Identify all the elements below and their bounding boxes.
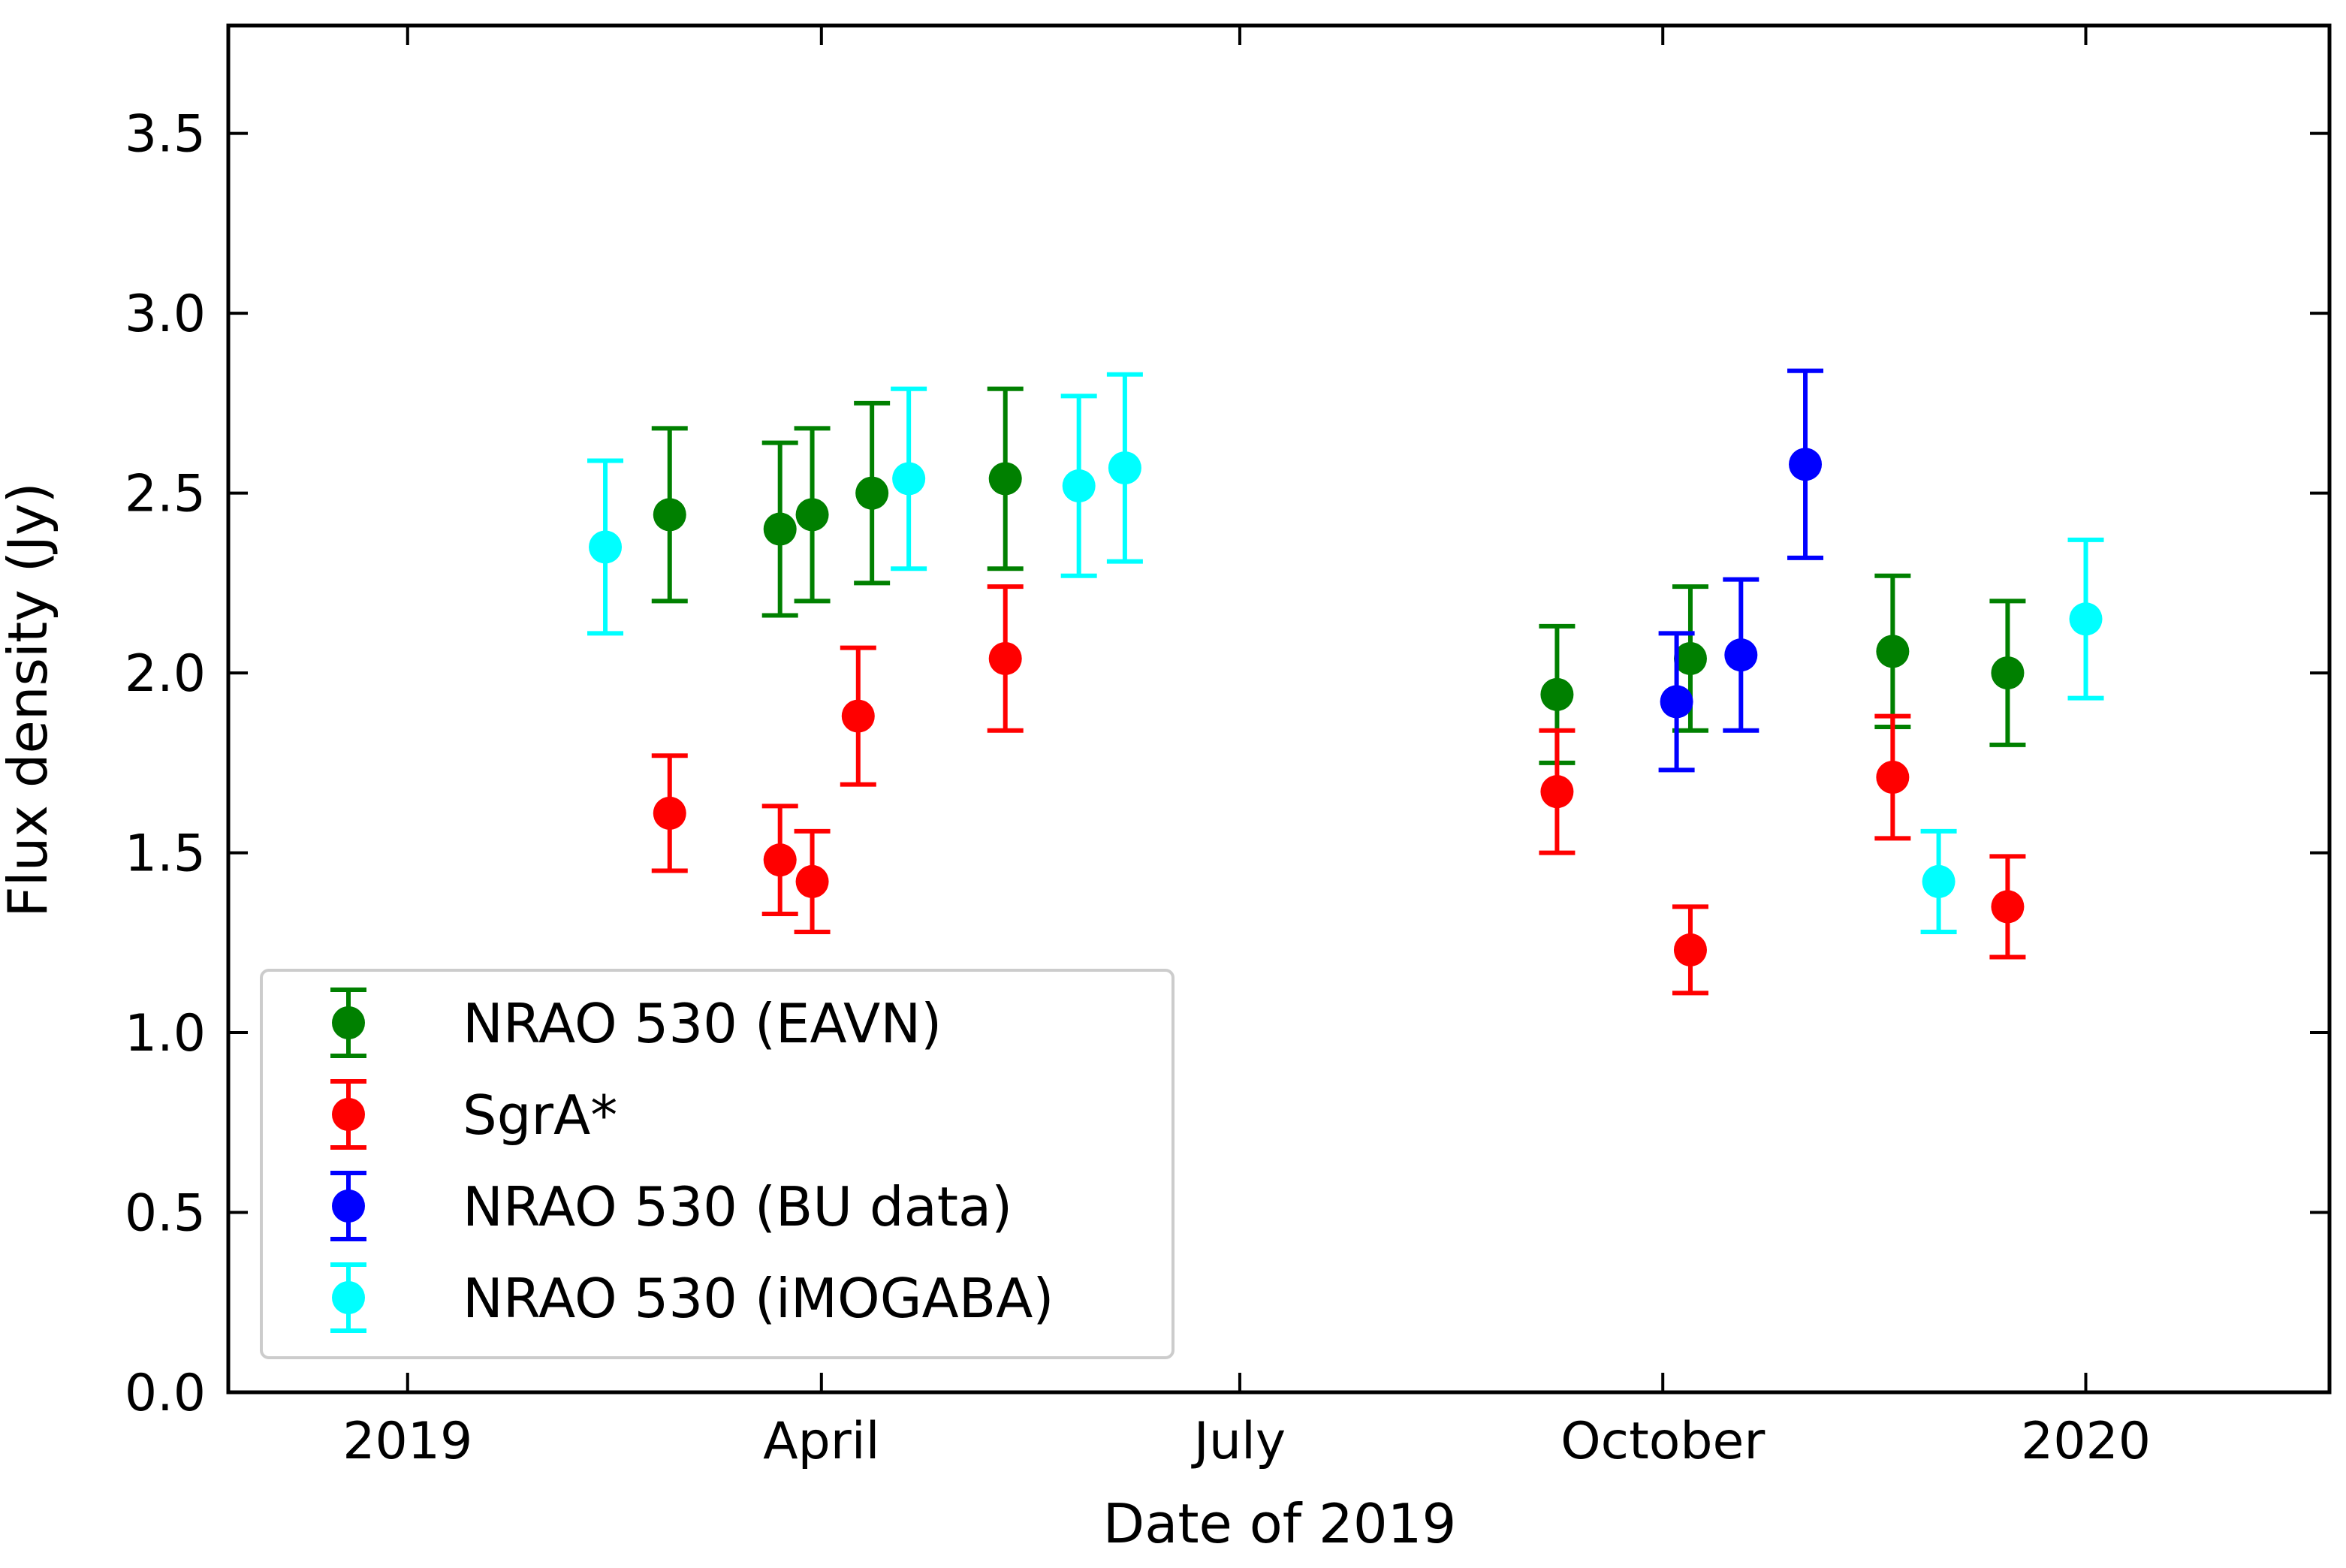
legend-marker — [332, 1098, 365, 1131]
y-tick-label: 1.5 — [125, 825, 206, 884]
legend-label: SgrA* — [463, 1084, 617, 1147]
x-tick-label: July — [1191, 1412, 1286, 1471]
legend-marker — [332, 1281, 365, 1314]
data-point — [841, 699, 875, 733]
legend-marker — [332, 1190, 365, 1223]
legend-entry-0: NRAO 530 (EAVN) — [330, 988, 942, 1058]
data-point — [988, 641, 1022, 675]
series-3 — [587, 372, 2104, 934]
data-point — [1660, 685, 1693, 719]
y-tick-label: 2.0 — [125, 644, 206, 704]
data-point — [589, 530, 623, 564]
y-tick-label: 0.0 — [125, 1364, 206, 1423]
series-0 — [651, 386, 2026, 765]
data-point — [1673, 641, 1707, 675]
x-tick-label: 2019 — [342, 1412, 472, 1471]
data-point — [1922, 864, 1956, 898]
legend: NRAO 530 (EAVN) SgrA* NRAO 530 (BU data) NR… — [260, 969, 1175, 1359]
data-point — [1062, 469, 1096, 503]
x-tick-label: October — [1560, 1412, 1765, 1471]
y-tick-label: 3.5 — [125, 105, 206, 164]
y-tick-label: 2.5 — [125, 465, 206, 524]
data-point — [1673, 933, 1707, 966]
data-point — [1876, 761, 1910, 794]
plot-area — [587, 368, 2104, 996]
x-axis-title: Date of 2019 — [1103, 1492, 1457, 1555]
data-point — [1540, 677, 1574, 711]
data-point — [1991, 656, 2025, 690]
legend-label: NRAO 530 (EAVN) — [463, 992, 942, 1055]
data-point — [1108, 451, 1141, 485]
data-point — [1876, 635, 1910, 668]
series-1 — [651, 584, 2026, 996]
legend-entry-3: NRAO 530 (iMOGABA) — [330, 1262, 1054, 1333]
legend-entry-1: SgrA* — [330, 1079, 617, 1150]
legend-label: NRAO 530 (iMOGABA) — [463, 1267, 1054, 1330]
data-point — [1724, 638, 1758, 672]
legend-box — [260, 969, 1175, 1359]
y-tick-label: 3.0 — [125, 285, 206, 344]
data-point — [653, 498, 686, 532]
data-point — [892, 462, 926, 496]
y-tick-label: 0.5 — [125, 1184, 206, 1244]
axes-frame — [226, 23, 2332, 1395]
data-point — [795, 864, 829, 898]
data-point — [1991, 890, 2025, 924]
data-point — [795, 498, 829, 532]
axes: 2019 April July October 2020 0.0 0.5 1.0 1.5 2.0 2… — [125, 23, 2332, 1471]
y-axis-title: Flux density (Jy) — [0, 482, 59, 917]
data-point — [1789, 448, 1823, 481]
data-point — [763, 512, 797, 546]
legend-marker — [332, 1006, 365, 1039]
data-point — [653, 796, 686, 830]
x-tick-label: 2020 — [2021, 1412, 2151, 1471]
legend-label: NRAO 530 (BU data) — [463, 1175, 1012, 1238]
data-point — [763, 843, 797, 877]
series-2 — [1658, 368, 1824, 773]
legend-entry-2: NRAO 530 (BU data) — [330, 1171, 1012, 1241]
data-point — [2069, 602, 2103, 636]
y-tick-label: 1.0 — [125, 1004, 206, 1063]
x-tick-label: April — [763, 1412, 879, 1471]
data-point — [855, 476, 889, 510]
data-point — [1540, 775, 1574, 809]
data-point — [988, 462, 1022, 496]
